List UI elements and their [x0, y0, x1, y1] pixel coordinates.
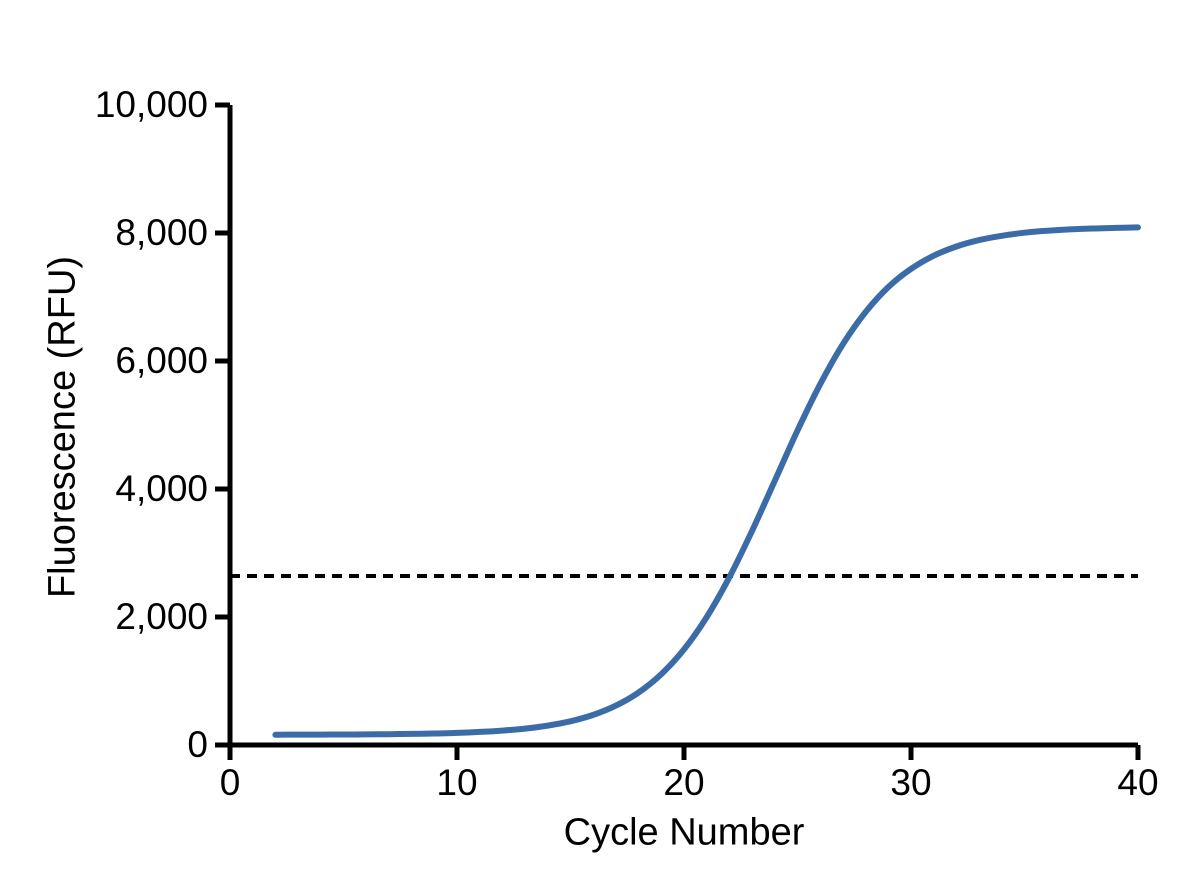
- y-tick-label-10000: 10,000: [94, 84, 208, 125]
- y-tick-label-0: 0: [187, 724, 208, 765]
- amplification-curve: [272, 224, 1141, 738]
- y-tick-label-2000: 2,000: [115, 596, 208, 637]
- x-tick-label-30: 30: [890, 762, 932, 803]
- x-axis-title: Cycle Number: [563, 811, 805, 854]
- x-tick-label-20: 20: [663, 762, 705, 803]
- y-tick-label-4000: 4,000: [115, 468, 208, 509]
- curve-layer: [272, 224, 1141, 738]
- axes-layer: [215, 102, 1141, 760]
- y-tick-label-8000: 8,000: [115, 212, 208, 253]
- y-tick-label-6000: 6,000: [115, 340, 208, 381]
- y-axis-title: Fluorescence (RFU): [41, 255, 84, 599]
- x-tick-label-40: 40: [1117, 762, 1159, 803]
- x-tick-label-0: 0: [219, 762, 241, 803]
- x-tick-label-10: 10: [436, 762, 478, 803]
